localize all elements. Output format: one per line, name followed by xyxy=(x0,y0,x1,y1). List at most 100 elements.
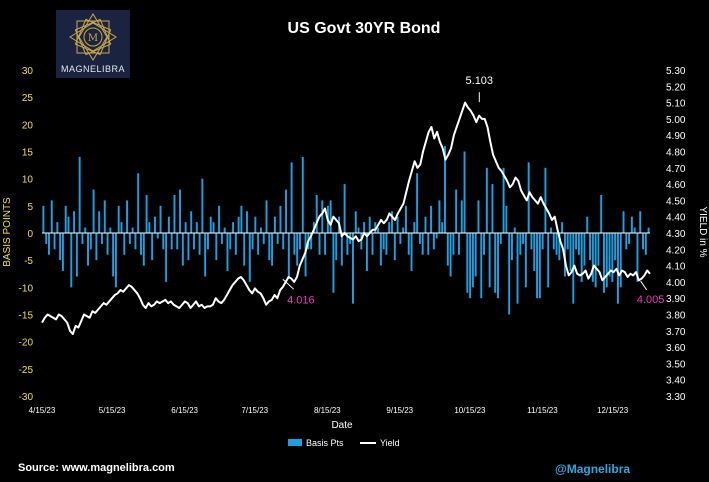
basis-pts-bar xyxy=(597,233,600,266)
magnelibra-logo: M MAGNELIBRA xyxy=(56,10,130,78)
basis-pts-bar xyxy=(279,205,282,233)
right-tick-label: 4.40 xyxy=(666,213,686,224)
basis-pts-bar xyxy=(181,233,184,266)
basis-pts-bar xyxy=(363,222,366,233)
basis-pts-bar xyxy=(391,211,393,233)
x-axis-label: Date xyxy=(331,420,353,431)
basis-pts-bar xyxy=(541,233,544,250)
left-tick-label: -25 xyxy=(19,365,34,376)
left-axis-ticks: -30 -25 -20 -15 -10 -5 0 5 10 15 20 25 30 xyxy=(19,66,34,403)
basis-pts-bar xyxy=(438,200,441,233)
basis-pts-bar xyxy=(285,189,288,233)
left-tick-label: -10 xyxy=(19,283,34,294)
basis-pts-bar xyxy=(430,205,433,233)
source-text: Source: www.magnelibra.com xyxy=(18,462,175,474)
basis-pts-bar xyxy=(215,233,218,261)
basis-pts-bar xyxy=(184,222,187,233)
basis-pts-bar xyxy=(159,205,162,233)
basis-pts-bar xyxy=(485,167,488,233)
basis-pts-bar xyxy=(360,233,363,250)
right-tick-label: 3.30 xyxy=(666,392,686,403)
basis-pts-bar xyxy=(516,233,519,304)
basis-pts-bar xyxy=(318,233,321,255)
basis-pts-bar xyxy=(385,233,388,255)
basis-pts-bar xyxy=(167,216,170,233)
right-tick-label: 3.80 xyxy=(666,311,686,322)
legend-basis-pts-label: Basis Pts xyxy=(306,438,344,448)
basis-pts-bar xyxy=(117,205,120,233)
basis-pts-bar xyxy=(583,233,586,266)
basis-pts-bar xyxy=(474,233,477,277)
basis-pts-bar xyxy=(352,233,354,304)
legend-yield-label: Yield xyxy=(380,438,400,448)
basis-pts-bar xyxy=(148,222,151,233)
basis-pts-bar xyxy=(589,233,592,261)
logo-text: MAGNELIBRA xyxy=(60,64,125,74)
basis-pts-bar xyxy=(268,233,271,261)
left-tick-label: 25 xyxy=(22,93,34,104)
basis-pts-bar xyxy=(248,233,251,282)
basis-pts-bar xyxy=(293,233,296,255)
yield-line-layer xyxy=(41,101,651,336)
basis-pts-bar xyxy=(61,233,64,272)
basis-pts-bar xyxy=(92,189,95,233)
basis-pts-bar xyxy=(343,184,346,233)
basis-pts-bar xyxy=(377,227,380,233)
basis-pts-bar xyxy=(109,227,112,233)
right-tick-label: 4.60 xyxy=(666,180,686,191)
basis-pts-bar xyxy=(580,233,583,282)
basis-pts-bar xyxy=(455,189,458,233)
basis-pts-bar xyxy=(505,205,508,233)
basis-pts-bar xyxy=(471,233,474,288)
annotation-label: 4.005 xyxy=(637,294,665,306)
left-tick-label: -15 xyxy=(19,311,34,322)
basis-pts-bar xyxy=(190,211,193,233)
basis-pts-bar xyxy=(603,233,605,293)
basis-pts-bar xyxy=(616,233,619,304)
basis-pts-bar xyxy=(193,233,195,250)
basis-pts-bar xyxy=(64,205,67,233)
left-tick-label: 5 xyxy=(27,202,33,213)
basis-pts-bar xyxy=(608,233,611,277)
basis-pts-bar xyxy=(265,200,268,233)
basis-pts-bar xyxy=(173,194,176,233)
basis-pts-bar xyxy=(246,211,248,233)
right-tick-label: 4.90 xyxy=(666,131,686,142)
basis-pts-bar xyxy=(561,222,564,233)
basis-pts-bar xyxy=(259,227,262,233)
basis-pts-bar xyxy=(524,233,527,288)
basis-pts-bar xyxy=(566,233,569,250)
basis-pts-bar xyxy=(432,233,435,250)
left-tick-label: 15 xyxy=(22,148,34,159)
basis-pts-bar xyxy=(555,233,558,255)
basis-pts-bar xyxy=(223,227,226,233)
basis-pts-bar xyxy=(70,233,73,288)
basis-pts-bar xyxy=(50,200,53,233)
right-tick-label: 3.90 xyxy=(666,294,686,305)
basis-pts-bar xyxy=(162,233,165,250)
basis-pts-bar xyxy=(594,233,597,288)
x-tick-label: 4/15/23 xyxy=(29,406,56,415)
basis-pts-bar xyxy=(441,222,444,233)
x-tick-label: 10/15/23 xyxy=(454,406,486,415)
basis-pts-bar xyxy=(444,146,446,233)
basis-pts-bar xyxy=(195,222,198,233)
basis-pts-bar xyxy=(513,227,516,233)
basis-pts-bar xyxy=(304,233,307,277)
basis-pts-bar xyxy=(226,233,229,272)
basis-pts-bar xyxy=(558,233,561,261)
basis-pts-bar xyxy=(491,184,494,233)
annotation-label: 4.016 xyxy=(287,294,315,306)
basis-pts-bar xyxy=(140,233,142,255)
twitter-handle: @Magnelibra xyxy=(555,462,631,476)
basis-pts-bar xyxy=(575,233,578,250)
basis-pts-bar xyxy=(365,233,368,272)
basis-pts-bar xyxy=(404,205,407,233)
x-tick-label: 7/15/23 xyxy=(241,406,268,415)
basis-pts-bar xyxy=(636,233,639,282)
basis-pts-bar xyxy=(379,233,382,266)
basis-pts-bar xyxy=(170,233,173,250)
basis-pts-bar xyxy=(639,211,642,233)
basis-pts-bar xyxy=(547,233,550,288)
